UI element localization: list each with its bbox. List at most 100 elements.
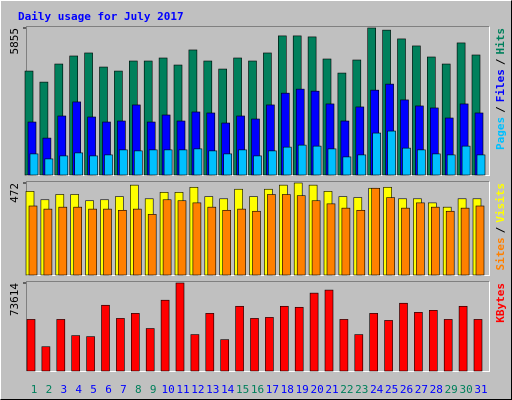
bar bbox=[402, 147, 411, 176]
bar bbox=[73, 206, 82, 276]
bar bbox=[267, 194, 276, 276]
bar bbox=[237, 208, 246, 276]
legend-separator: / bbox=[494, 226, 507, 233]
bar bbox=[250, 318, 259, 372]
bar bbox=[133, 208, 142, 276]
bar bbox=[235, 305, 244, 372]
x-tick-label: 28 bbox=[430, 383, 443, 396]
x-tick-label: 14 bbox=[221, 383, 235, 396]
x-tick-label: 16 bbox=[251, 383, 264, 396]
bar bbox=[460, 207, 470, 276]
x-tick-label: 3 bbox=[60, 383, 67, 396]
bar bbox=[101, 304, 110, 372]
bar bbox=[41, 346, 51, 372]
bar bbox=[296, 195, 306, 276]
legend: Pages / Files / Hits bbox=[494, 28, 507, 150]
x-tick-label: 21 bbox=[325, 383, 338, 396]
legend-entry: Sites bbox=[494, 237, 507, 270]
legend-separator: / bbox=[494, 106, 507, 113]
y-tick-label: 472 bbox=[8, 183, 21, 203]
bar bbox=[446, 154, 456, 176]
legend: Sites / Visits bbox=[494, 183, 507, 271]
bar bbox=[445, 210, 455, 276]
x-tick-label: 18 bbox=[281, 383, 294, 396]
x-tick-label: 23 bbox=[355, 383, 368, 396]
bar bbox=[88, 208, 97, 276]
x-tick-label: 29 bbox=[445, 383, 458, 396]
bar bbox=[282, 146, 292, 176]
x-tick-label: 24 bbox=[370, 383, 384, 396]
bar bbox=[430, 206, 440, 276]
bar bbox=[324, 289, 334, 372]
bar bbox=[414, 312, 423, 372]
bar bbox=[297, 144, 307, 176]
bar bbox=[86, 336, 95, 372]
bar bbox=[386, 197, 395, 276]
x-tick-label: 31 bbox=[474, 383, 487, 396]
bar bbox=[326, 203, 336, 276]
bar bbox=[116, 318, 125, 372]
bar bbox=[222, 209, 231, 276]
x-tick-label: 25 bbox=[385, 383, 398, 396]
bar bbox=[339, 319, 349, 372]
panel-border-dark bbox=[26, 281, 490, 372]
bar bbox=[417, 149, 426, 176]
bar bbox=[357, 154, 367, 176]
bar bbox=[372, 132, 382, 176]
bar bbox=[119, 149, 128, 176]
bar bbox=[252, 210, 261, 276]
y-tick-label: 73614 bbox=[8, 283, 21, 316]
x-tick-label: 4 bbox=[75, 383, 82, 396]
x-tick-label: 8 bbox=[135, 383, 142, 396]
bar bbox=[384, 320, 393, 372]
bar bbox=[311, 200, 321, 276]
bar bbox=[207, 206, 217, 276]
bar bbox=[44, 158, 54, 176]
bar bbox=[356, 209, 366, 276]
panel-border-light bbox=[26, 181, 490, 276]
bar bbox=[371, 187, 381, 276]
bar bbox=[74, 152, 83, 176]
bar bbox=[147, 214, 157, 276]
legend: KBytes bbox=[494, 283, 507, 323]
bar bbox=[223, 153, 232, 176]
bar bbox=[354, 334, 364, 372]
bar bbox=[192, 202, 202, 276]
bar bbox=[178, 149, 188, 176]
y-tick-label: 5855 bbox=[8, 28, 21, 55]
x-tick-label: 1 bbox=[31, 383, 38, 396]
bar bbox=[134, 150, 143, 176]
bar bbox=[103, 208, 112, 276]
bar bbox=[118, 209, 127, 276]
x-tick-label: 7 bbox=[120, 383, 127, 396]
bar bbox=[399, 302, 408, 372]
bar bbox=[205, 313, 215, 372]
x-tick-label: 9 bbox=[150, 383, 157, 396]
x-tick-label: 11 bbox=[176, 383, 189, 396]
panel-border-light bbox=[26, 26, 490, 176]
bar bbox=[43, 208, 53, 276]
x-tick-label: 13 bbox=[206, 383, 219, 396]
bar bbox=[163, 149, 173, 176]
bar bbox=[145, 328, 155, 372]
x-tick-label: 19 bbox=[296, 383, 309, 396]
legend-entry: Visits bbox=[494, 183, 507, 223]
bar bbox=[431, 153, 441, 176]
bar bbox=[473, 319, 483, 372]
x-tick-label: 22 bbox=[340, 383, 353, 396]
bar bbox=[309, 292, 319, 372]
legend-entry: Hits bbox=[494, 28, 507, 55]
bar bbox=[148, 149, 158, 176]
bar bbox=[29, 153, 39, 176]
bar bbox=[475, 205, 485, 276]
bar bbox=[461, 145, 471, 176]
legend-separator: / bbox=[494, 58, 507, 65]
bar bbox=[208, 150, 218, 176]
bar bbox=[312, 145, 322, 176]
x-tick-label: 12 bbox=[191, 383, 204, 396]
bar bbox=[387, 130, 396, 176]
x-tick-label: 2 bbox=[46, 383, 53, 396]
bar bbox=[26, 319, 36, 372]
